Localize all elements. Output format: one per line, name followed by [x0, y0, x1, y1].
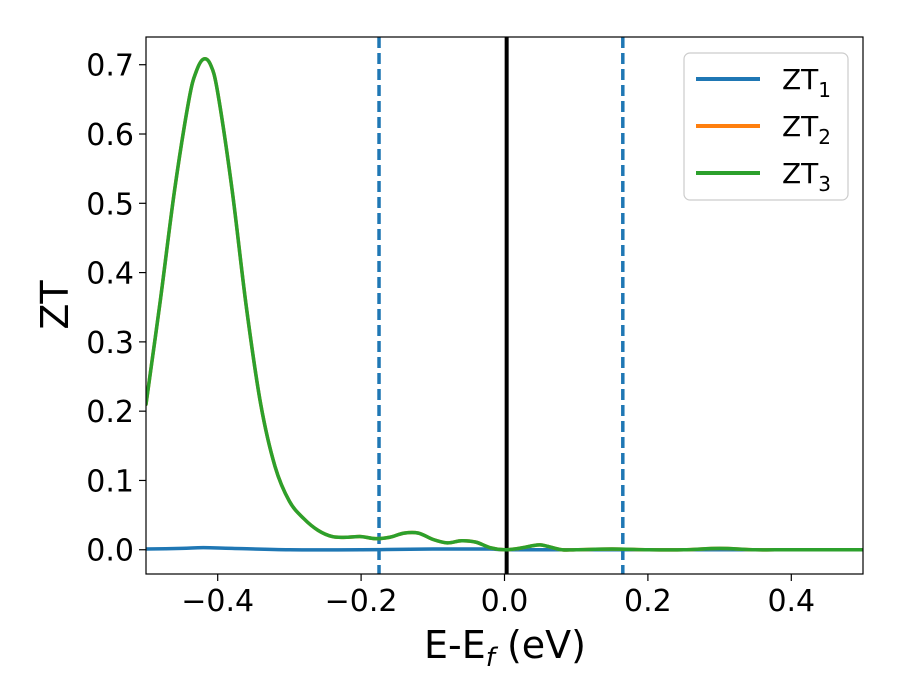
- series-lines: [146, 57, 863, 552]
- y-tick-label: 0.0: [86, 534, 134, 569]
- x-axis-label-main: E-E: [424, 623, 486, 667]
- legend-entries: ZT1 ZT2 ZT3: [696, 63, 831, 196]
- reference-lines: [377, 37, 625, 574]
- x-tick-label: −0.4: [181, 584, 254, 619]
- y-tick-label: 0.4: [86, 257, 134, 292]
- x-tick-label: 0.0: [481, 584, 529, 619]
- y-tick-label: 0.3: [86, 326, 134, 361]
- legend-box: [683, 52, 849, 201]
- x-tick-label: −0.2: [325, 584, 398, 619]
- y-axis-ticks: 0.0 0.1 0.2 0.3 0.4 0.5 0.6 0.7: [86, 49, 146, 569]
- y-axis-label: ZT: [33, 280, 77, 330]
- x-axis-label-unit: (eV): [495, 623, 586, 667]
- y-tick-label: 0.2: [86, 395, 134, 430]
- x-axis-ticks: −0.4 −0.2 0.0 0.2 0.4: [181, 574, 815, 619]
- legend: ZT1 ZT2 ZT3: [683, 52, 849, 201]
- series-line-zt3: [146, 57, 863, 552]
- legend-label-zt3: ZT3: [782, 157, 831, 196]
- y-tick-label: 0.1: [86, 464, 134, 499]
- legend-label-zt1: ZT1: [782, 63, 831, 102]
- legend-label-zt2: ZT2: [782, 110, 831, 149]
- x-tick-label: 0.4: [767, 584, 815, 619]
- y-tick-label: 0.6: [86, 118, 134, 153]
- x-tick-label: 0.2: [624, 584, 672, 619]
- y-tick-label: 0.7: [86, 49, 134, 84]
- x-axis-label: E-Ef (eV): [424, 623, 586, 673]
- y-tick-label: 0.5: [86, 187, 134, 222]
